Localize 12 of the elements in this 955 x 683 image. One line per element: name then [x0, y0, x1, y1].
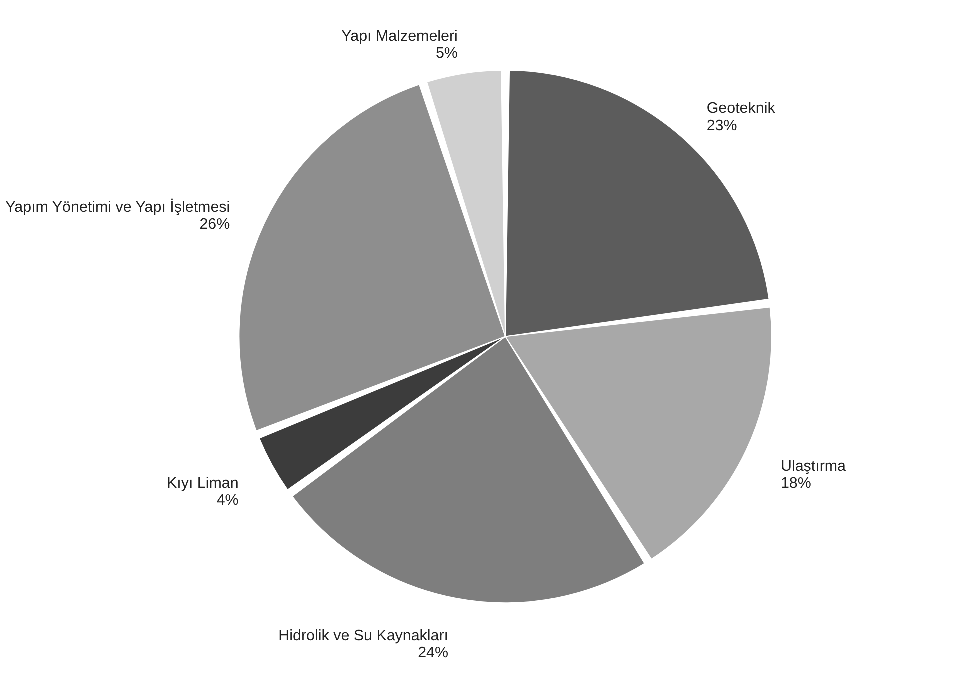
data-label: 5%	[436, 44, 458, 62]
slice-label: Yapı Malzemeleri	[342, 28, 458, 45]
data-label: 24%	[418, 644, 449, 662]
data-label: 26%	[200, 216, 230, 233]
data-label: 4%	[216, 492, 239, 510]
slice-label: Hidrolik ve Su Kaynakları	[278, 627, 449, 644]
slice-label: Kıyı Liman	[167, 475, 239, 492]
slice-label: Ulaştırma	[780, 458, 847, 476]
slice-label: Geoteknik	[706, 100, 776, 118]
data-label: 18%	[780, 475, 812, 492]
slice-label: Yapım Yönetimi ve Yapı İşletmesi	[6, 198, 230, 216]
data-label: 23%	[706, 117, 738, 134]
